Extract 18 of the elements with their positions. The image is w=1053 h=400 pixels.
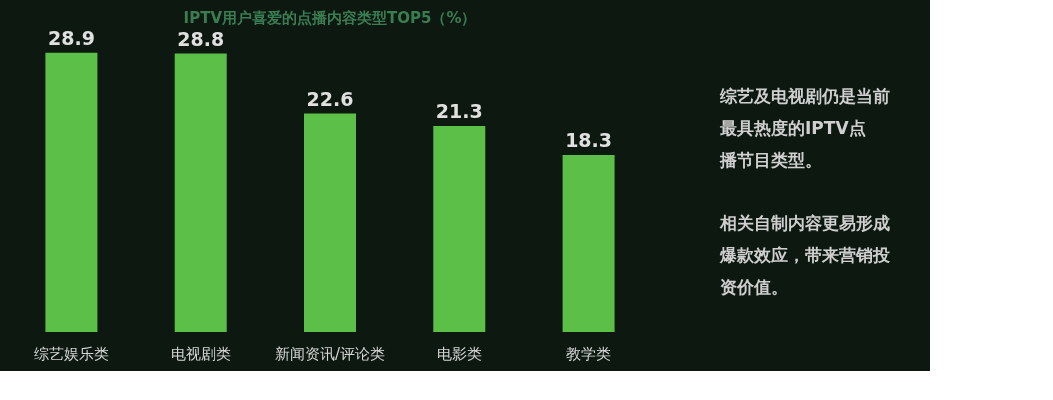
bar <box>174 53 227 332</box>
text: 相关自制内容更易形成爆款效应，带来营销投资价值。 <box>719 212 891 297</box>
x-tick-label: 电影类 <box>436 344 482 363</box>
text: 综艺及电视剧仍是当前最具热度的IPTV点播节目类型。 <box>719 86 890 171</box>
data-label: 22.6 <box>306 87 354 110</box>
bar <box>304 113 356 332</box>
data-label: 28.9 <box>47 26 95 49</box>
bar <box>562 155 615 332</box>
x-tick-label: 教学类 <box>566 344 612 363</box>
x-tick-label: 新闻资讯/评论类 <box>274 344 386 363</box>
bar <box>45 52 98 332</box>
x-tick-label: 综艺娱乐类 <box>33 344 109 363</box>
bar <box>433 126 486 332</box>
data-label: 18.3 <box>565 129 613 152</box>
data-label: 21.3 <box>435 100 483 123</box>
chart-title: IPTV用户喜爱的点播内容类型TOP5（%） <box>183 8 477 27</box>
data-label: 28.8 <box>177 27 225 50</box>
x-tick-label: 电视剧类 <box>170 344 231 363</box>
